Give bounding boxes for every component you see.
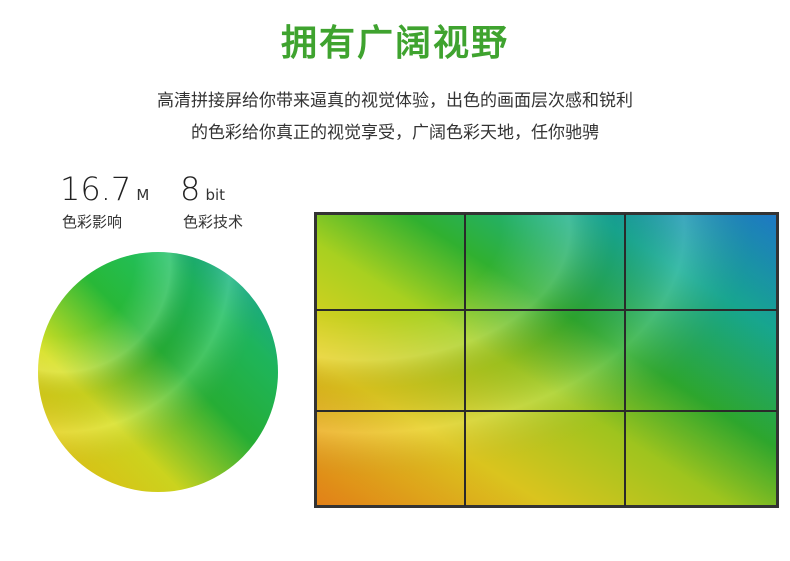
description-line: 的色彩给你真正的视觉享受，广阔色彩天地，任你驰骋 bbox=[191, 123, 599, 143]
video-wall bbox=[314, 212, 779, 508]
stat-value: 16.7 bbox=[60, 170, 132, 208]
stat: 8 bit bbox=[180, 170, 225, 208]
stat-unit: M bbox=[136, 186, 150, 204]
stat-value: 8 bbox=[180, 170, 201, 208]
stat-label: 色彩影响 bbox=[62, 213, 123, 231]
stat: 16.7 M bbox=[60, 170, 149, 208]
stat-unit: bit bbox=[205, 186, 226, 204]
description-line: 高清拼接屏给你带来逼真的视觉体验，出色的画面层次感和锐利 bbox=[157, 91, 633, 111]
title: 拥有广阔视野 bbox=[280, 23, 509, 64]
stat-label: 色彩技术 bbox=[183, 213, 244, 231]
color-circle bbox=[38, 252, 278, 492]
